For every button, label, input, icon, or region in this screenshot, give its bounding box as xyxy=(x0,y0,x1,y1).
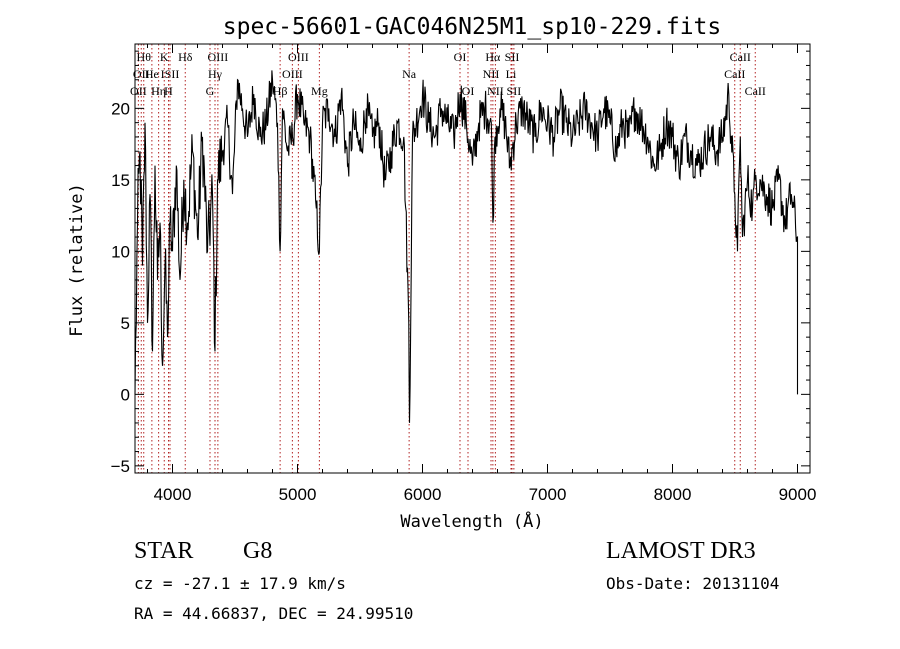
coordinates: RA = 44.66837, DEC = 24.99510 xyxy=(134,604,414,623)
survey-name: LAMOST DR3 xyxy=(606,538,756,564)
y-tick-label-0: −5 xyxy=(111,457,130,476)
x-tick-label-2: 6000 xyxy=(404,485,442,504)
y-tick-label-5: 20 xyxy=(111,99,130,118)
x-tick-label-5: 9000 xyxy=(779,485,817,504)
x-tick-label-3: 7000 xyxy=(529,485,567,504)
line-label-15: Mg xyxy=(311,84,328,98)
object-class: STAR xyxy=(134,538,194,564)
line-label-1: OII xyxy=(133,67,150,81)
x-tick-label-1: 5000 xyxy=(279,485,317,504)
observation-date: Obs-Date: 20131104 xyxy=(606,574,780,593)
line-label-21: NII xyxy=(487,84,504,98)
line-label-24: SII xyxy=(507,84,522,98)
line-label-11: OIII xyxy=(208,50,229,64)
x-tick-label-0: 4000 xyxy=(154,485,192,504)
line-label-16: Na xyxy=(402,67,417,81)
line-label-7: ISII xyxy=(161,67,180,81)
line-label-27: CaII xyxy=(745,84,766,98)
object-subclass: G8 xyxy=(243,538,273,564)
line-label-2: Hθ xyxy=(137,50,152,64)
line-label-19: NII xyxy=(483,67,500,81)
spectrum-line-0 xyxy=(134,70,799,423)
line-label-26: CaII xyxy=(730,50,751,64)
spectrum-series xyxy=(134,70,799,423)
line-label-22: Li xyxy=(506,67,517,81)
y-tick-label-4: 15 xyxy=(111,171,130,190)
line-label-17: OI xyxy=(454,50,467,64)
x-axis-label: Wavelength (Å) xyxy=(400,510,543,532)
line-label-0: OII xyxy=(130,84,147,98)
y-axis-label: Flux (relative) xyxy=(67,183,87,337)
x-tick-label-4: 8000 xyxy=(654,485,692,504)
line-labels: OII OII Hθ He Hη K H ISII Hδ G Hγ OIII Hβ OIII OIII Mg N… xyxy=(130,50,766,98)
line-label-20: Hα xyxy=(485,50,501,64)
line-label-14: OIII xyxy=(288,50,309,64)
line-label-23: SII xyxy=(505,50,520,64)
y-tick-label-3: 10 xyxy=(111,242,130,261)
line-label-25: CaII xyxy=(724,67,745,81)
line-label-18: OI xyxy=(462,84,475,98)
line-label-9: G xyxy=(206,84,215,98)
line-label-12: Hβ xyxy=(273,84,288,98)
redshift-velocity: cz = -27.1 ± 17.9 km/s xyxy=(134,574,346,593)
line-label-6: H xyxy=(164,84,173,98)
line-label-4: Hη xyxy=(151,84,166,98)
line-label-5: K xyxy=(160,50,169,64)
chart-title: spec-56601-GAC046N25M1_sp10-229.fits xyxy=(223,14,722,40)
line-label-3: He xyxy=(145,67,159,81)
line-label-8: Hδ xyxy=(178,50,193,64)
line-label-13: OIII xyxy=(282,67,303,81)
y-tick-label-2: 5 xyxy=(121,314,130,333)
spectrum-chart: spec-56601-GAC046N25M1_sp10-229.fits 400… xyxy=(67,14,817,532)
line-label-10: Hγ xyxy=(208,67,223,81)
y-tick-label-1: 0 xyxy=(121,385,130,404)
axis-ticks: 4000 5000 6000 7000 8000 9000 −5 0 5 10 15 20 xyxy=(111,44,817,504)
